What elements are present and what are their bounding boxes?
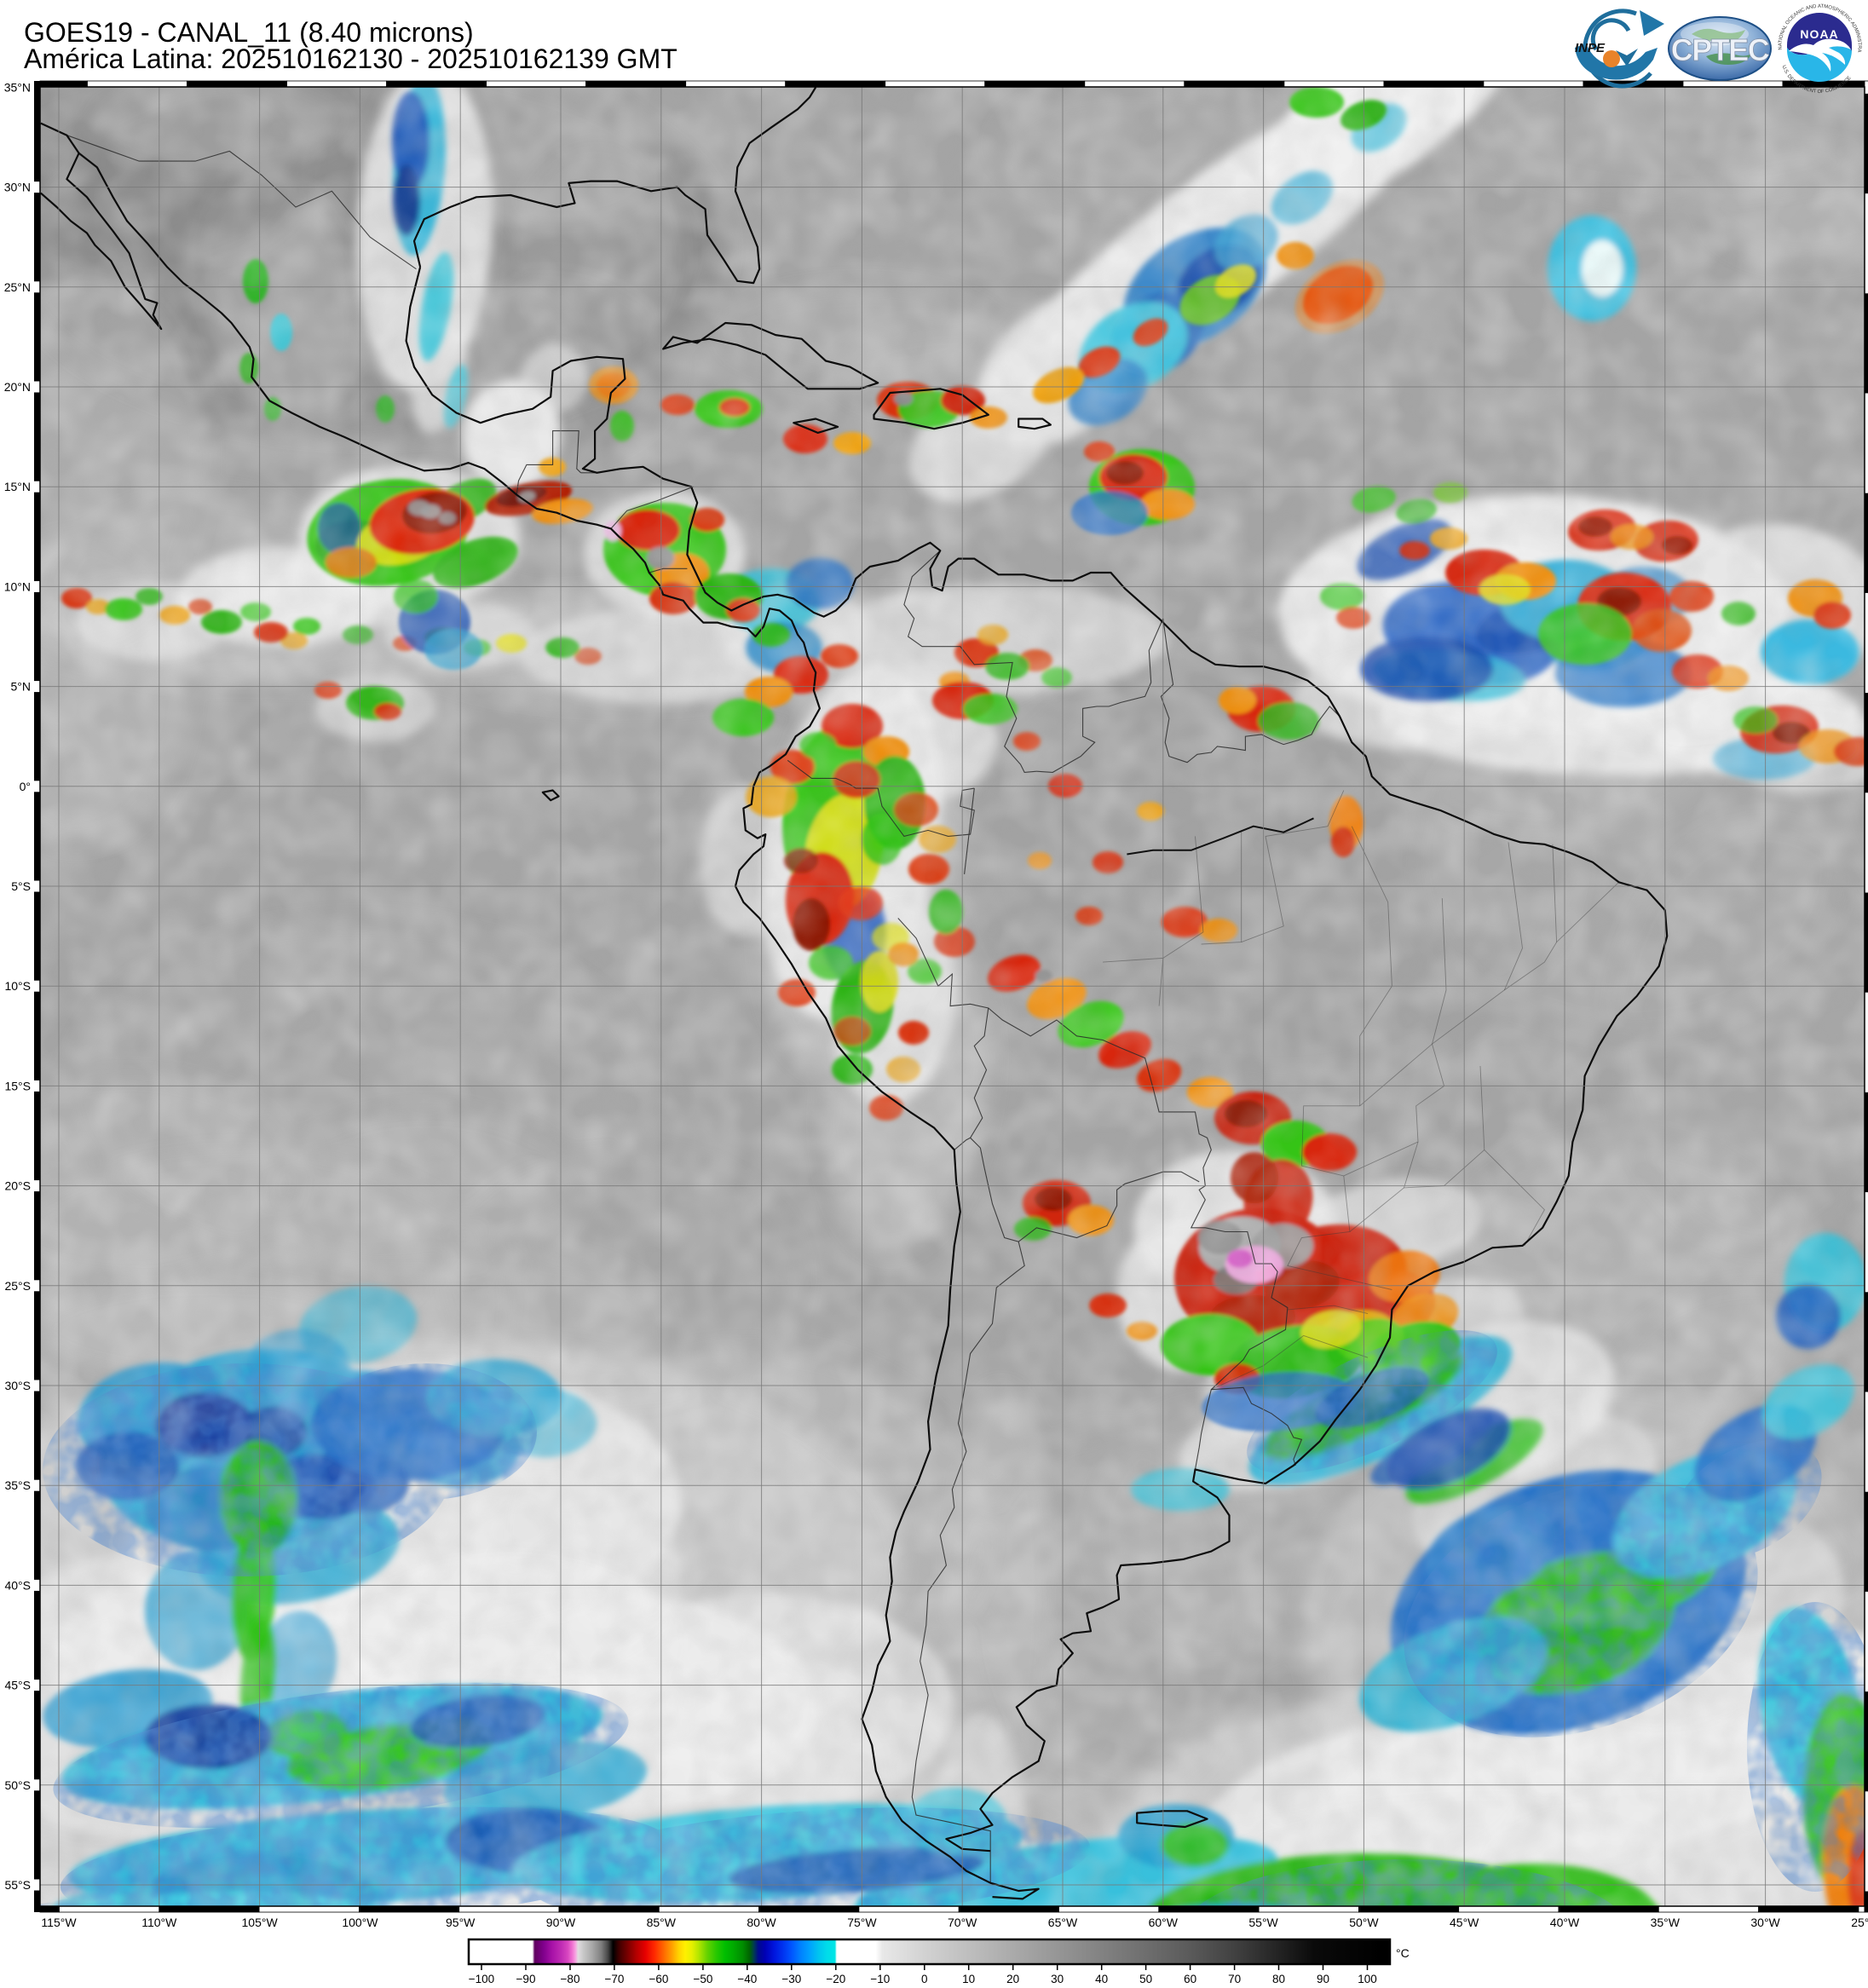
- svg-text:−70: −70: [604, 1973, 624, 1984]
- svg-text:35°N: 35°N: [4, 80, 31, 94]
- svg-text:−90: −90: [516, 1973, 536, 1984]
- svg-text:20°S: 20°S: [4, 1179, 31, 1193]
- svg-text:40°W: 40°W: [1550, 1916, 1580, 1929]
- svg-text:NOAA: NOAA: [1800, 27, 1838, 41]
- svg-text:América Latina: 202510162130 -: América Latina: 202510162130 - 202510162…: [24, 43, 677, 74]
- svg-text:10°S: 10°S: [4, 979, 31, 993]
- svg-text:95°W: 95°W: [446, 1916, 476, 1929]
- svg-text:−100: −100: [469, 1973, 494, 1984]
- svg-text:80°W: 80°W: [747, 1916, 776, 1929]
- svg-text:30°S: 30°S: [4, 1379, 31, 1392]
- svg-text:20°N: 20°N: [4, 380, 31, 394]
- svg-text:90°W: 90°W: [546, 1916, 576, 1929]
- svg-text:70°W: 70°W: [948, 1916, 977, 1929]
- svg-text:100°W: 100°W: [342, 1916, 378, 1929]
- svg-text:50°S: 50°S: [4, 1778, 31, 1792]
- svg-text:15°N: 15°N: [4, 480, 31, 493]
- svg-text:INPE: INPE: [1575, 41, 1606, 55]
- svg-text:15°S: 15°S: [4, 1079, 31, 1092]
- svg-text:°C: °C: [1396, 1946, 1410, 1960]
- svg-text:75°W: 75°W: [847, 1916, 877, 1929]
- svg-text:0: 0: [921, 1973, 928, 1984]
- svg-text:5°N: 5°N: [11, 680, 32, 694]
- svg-text:55°W: 55°W: [1248, 1916, 1278, 1929]
- svg-text:40: 40: [1095, 1973, 1108, 1984]
- svg-text:−50: −50: [693, 1973, 712, 1984]
- svg-text:CPTEC: CPTEC: [1671, 32, 1770, 67]
- svg-text:100: 100: [1358, 1973, 1377, 1984]
- svg-text:60°W: 60°W: [1149, 1916, 1179, 1929]
- svg-text:45°W: 45°W: [1450, 1916, 1479, 1929]
- svg-text:105°W: 105°W: [242, 1916, 279, 1929]
- svg-text:85°W: 85°W: [647, 1916, 677, 1929]
- svg-text:45°S: 45°S: [4, 1679, 31, 1692]
- svg-text:5°S: 5°S: [11, 879, 31, 893]
- svg-text:110°W: 110°W: [141, 1916, 177, 1929]
- svg-text:50: 50: [1139, 1973, 1152, 1984]
- svg-text:10°N: 10°N: [4, 579, 31, 593]
- svg-text:25°N: 25°N: [4, 280, 31, 294]
- svg-text:115°W: 115°W: [41, 1916, 77, 1929]
- svg-text:65°W: 65°W: [1048, 1916, 1078, 1929]
- svg-text:35°W: 35°W: [1651, 1916, 1681, 1929]
- svg-text:−20: −20: [826, 1973, 845, 1984]
- svg-text:−30: −30: [781, 1973, 801, 1984]
- svg-text:25°W: 25°W: [1851, 1916, 1868, 1929]
- svg-text:55°S: 55°S: [4, 1878, 31, 1892]
- svg-text:30°W: 30°W: [1750, 1916, 1780, 1929]
- svg-text:−60: −60: [649, 1973, 668, 1984]
- svg-text:GOES19 - CANAL_11 (8.40 micron: GOES19 - CANAL_11 (8.40 microns): [24, 17, 474, 48]
- svg-text:−80: −80: [561, 1973, 580, 1984]
- svg-text:90: 90: [1317, 1973, 1329, 1984]
- svg-text:30°N: 30°N: [4, 181, 31, 194]
- svg-text:50°W: 50°W: [1349, 1916, 1379, 1929]
- svg-text:35°S: 35°S: [4, 1478, 31, 1492]
- svg-text:60: 60: [1184, 1973, 1196, 1984]
- svg-text:0°: 0°: [20, 780, 31, 793]
- svg-text:30: 30: [1051, 1973, 1064, 1984]
- svg-text:25°S: 25°S: [4, 1279, 31, 1293]
- svg-text:−10: −10: [870, 1973, 890, 1984]
- svg-text:40°S: 40°S: [4, 1578, 31, 1592]
- svg-text:80: 80: [1272, 1973, 1285, 1984]
- svg-text:10: 10: [962, 1973, 975, 1984]
- svg-text:70: 70: [1228, 1973, 1241, 1984]
- svg-text:20: 20: [1006, 1973, 1019, 1984]
- svg-text:−40: −40: [737, 1973, 757, 1984]
